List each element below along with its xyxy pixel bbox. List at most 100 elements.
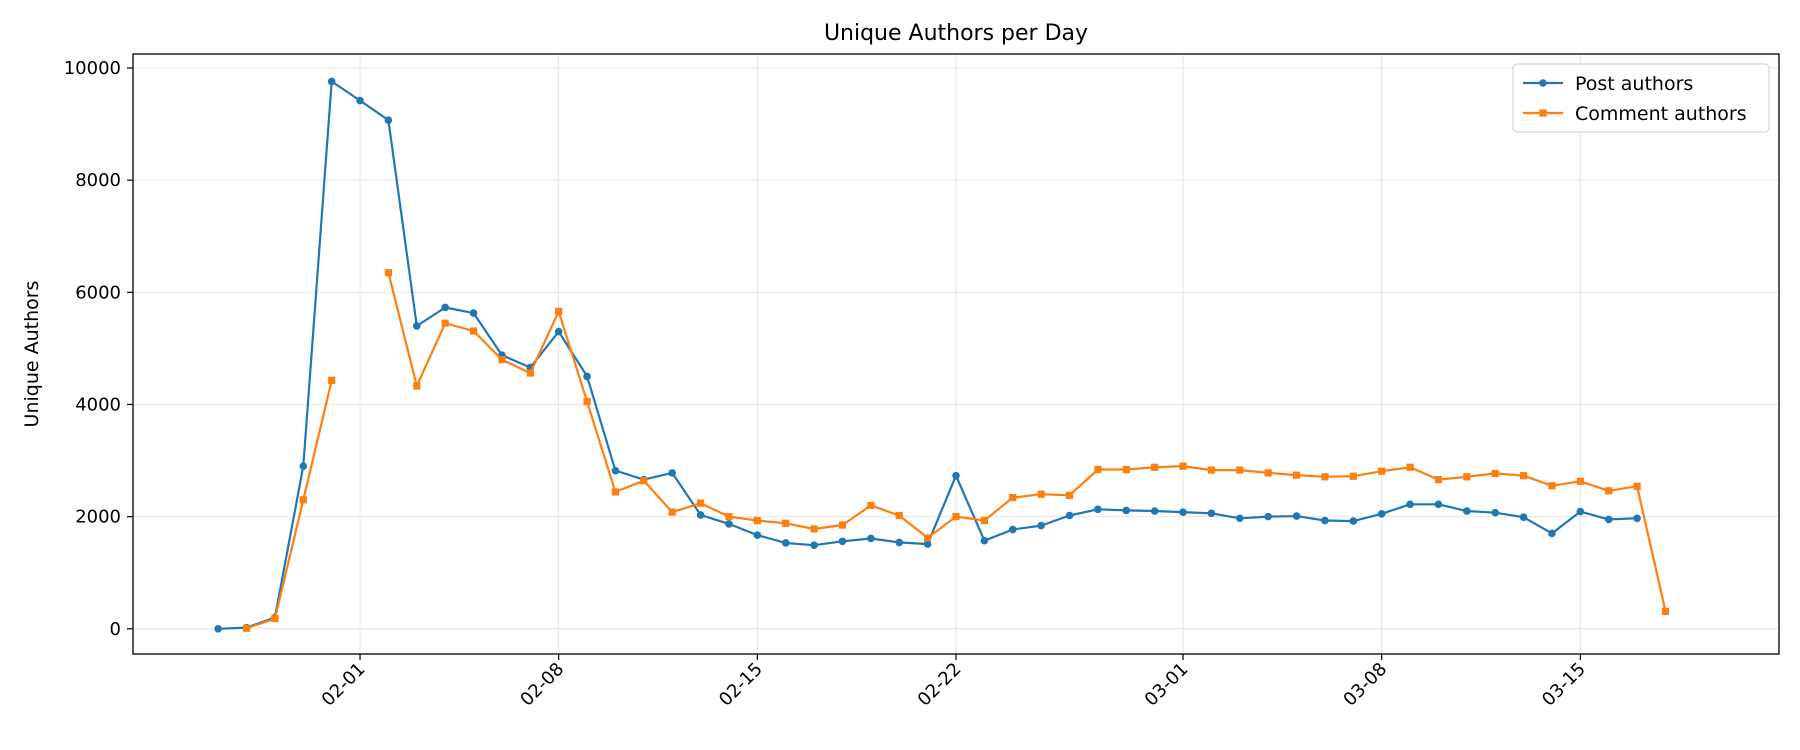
y-axis: 0 2000 4000 6000 8000 10000 — [64, 58, 133, 640]
y-tick-label: 6000 — [75, 282, 121, 303]
data-point — [214, 624, 222, 633]
data-point — [469, 327, 478, 335]
y-tick-label: 4000 — [75, 394, 121, 415]
data-point — [1463, 473, 1471, 481]
data-point — [1548, 482, 1556, 490]
data-point — [895, 538, 904, 547]
data-point — [1491, 469, 1499, 478]
data-point — [1122, 465, 1130, 474]
series-line — [246, 380, 333, 630]
data-point — [583, 372, 591, 381]
data-point — [696, 499, 705, 507]
data-point — [441, 319, 449, 327]
data-point — [1349, 517, 1358, 525]
data-point — [1094, 505, 1102, 514]
data-point — [838, 537, 847, 546]
legend-item: Comment authors — [1523, 103, 1747, 125]
data-point — [1094, 465, 1102, 474]
data-point — [1065, 491, 1074, 499]
data-point — [1009, 493, 1017, 502]
series-post-authors — [214, 77, 1641, 633]
legend-label: Post authors — [1575, 73, 1693, 95]
data-point — [668, 469, 677, 477]
data-point — [1633, 514, 1641, 523]
data-point — [923, 540, 932, 548]
data-point — [1377, 510, 1386, 518]
y-axis-title: Unique Authors — [21, 281, 43, 428]
data-point — [782, 519, 790, 527]
data-point — [1037, 490, 1045, 498]
data-point — [1236, 466, 1244, 474]
data-point — [1235, 514, 1244, 523]
data-point — [1378, 467, 1386, 475]
data-point — [924, 534, 932, 542]
data-point — [441, 303, 449, 312]
data-point — [1207, 509, 1216, 518]
data-point — [867, 501, 875, 510]
data-point — [384, 116, 393, 124]
data-point — [1179, 508, 1187, 516]
data-point — [725, 513, 733, 521]
data-point — [583, 398, 591, 406]
data-point — [356, 96, 364, 105]
data-point — [810, 525, 818, 533]
data-point — [867, 534, 875, 543]
y-tick-label: 8000 — [75, 170, 121, 191]
data-point — [1037, 521, 1045, 530]
data-point — [781, 539, 790, 547]
data-point — [611, 466, 620, 475]
data-point — [1321, 516, 1329, 525]
data-point — [555, 307, 563, 315]
data-point — [1122, 506, 1131, 515]
legend-box — [1512, 63, 1770, 133]
data-point — [498, 356, 506, 364]
data-point — [413, 382, 421, 390]
legend-label: Comment authors — [1575, 103, 1747, 125]
data-point — [412, 322, 421, 330]
data-point — [696, 511, 705, 519]
data-point — [242, 624, 251, 632]
chart-title: Unique Authors per Day — [824, 21, 1088, 46]
data-point — [980, 536, 989, 545]
y-tick-label: 10000 — [64, 58, 121, 79]
data-point — [1292, 512, 1301, 520]
data-point — [1264, 512, 1272, 521]
data-point — [1463, 507, 1471, 515]
data-point — [611, 488, 620, 496]
y-tick-label: 2000 — [75, 507, 121, 528]
data-point — [1349, 472, 1357, 480]
data-point — [952, 471, 960, 480]
data-point — [1519, 472, 1528, 480]
data-point — [640, 477, 648, 485]
data-point — [980, 516, 988, 525]
data-point — [810, 541, 818, 550]
data-point — [1434, 476, 1443, 484]
series-layer — [214, 77, 1670, 633]
data-point — [1150, 507, 1159, 515]
data-point — [299, 462, 308, 470]
data-point — [328, 376, 336, 384]
data-point — [1548, 529, 1556, 538]
data-point — [1264, 469, 1272, 477]
data-point — [895, 511, 903, 520]
data-point — [271, 615, 279, 623]
data-point — [1151, 463, 1159, 471]
data-point — [526, 369, 534, 377]
data-point — [1292, 471, 1301, 479]
data-point — [384, 269, 393, 277]
data-point — [1406, 500, 1414, 509]
data-point — [952, 513, 960, 521]
data-point — [327, 77, 336, 86]
data-point — [1065, 511, 1074, 520]
data-point — [838, 521, 847, 529]
data-point — [1576, 507, 1585, 516]
data-point — [1491, 508, 1500, 517]
data-point — [725, 520, 733, 528]
legend-swatch-marker — [1539, 79, 1547, 87]
data-point — [1519, 513, 1528, 521]
data-point — [1604, 515, 1613, 524]
series-line — [387, 272, 1667, 612]
legend-item: Post authors — [1523, 73, 1693, 95]
